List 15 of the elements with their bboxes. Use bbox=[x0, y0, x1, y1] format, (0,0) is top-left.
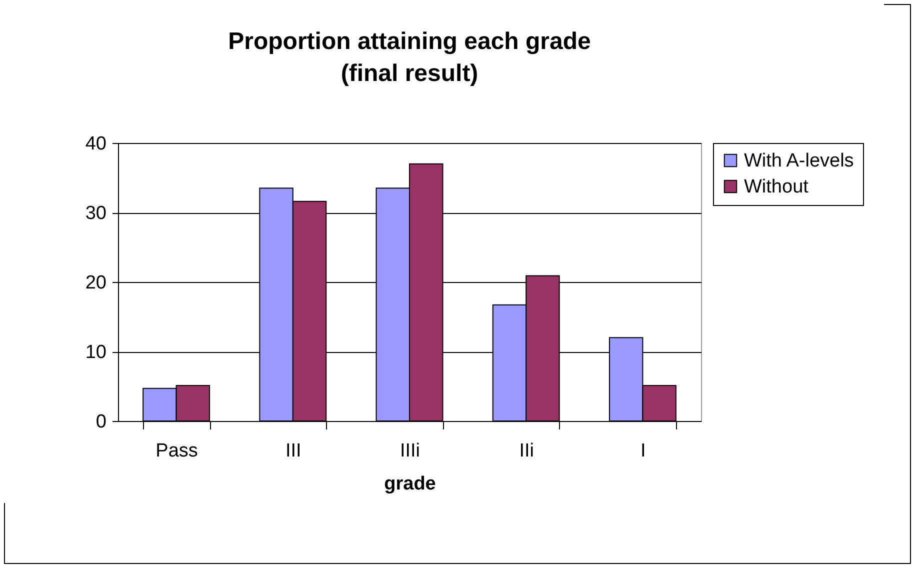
x-tick-label: Pass bbox=[156, 440, 198, 462]
y-tick-label: 20 bbox=[85, 272, 106, 294]
x-tick-label: I bbox=[640, 440, 646, 462]
y-tick-label: 0 bbox=[96, 412, 106, 432]
y-tick-label: 10 bbox=[85, 342, 106, 363]
chart-title: Proportion attaining each grade bbox=[228, 28, 591, 55]
x-tick-label: IIIi bbox=[400, 440, 420, 462]
x-axis-title: grade bbox=[384, 474, 436, 494]
legend-label: Without bbox=[744, 176, 810, 198]
x-tick-label: III bbox=[285, 440, 302, 462]
chart-subtitle: (final result) bbox=[340, 60, 478, 87]
y-tick-label: 40 bbox=[85, 134, 106, 154]
y-tick-label: 30 bbox=[85, 203, 106, 224]
x-tick-label: IIi bbox=[519, 440, 534, 462]
legend-label: With A-levels bbox=[744, 150, 854, 172]
